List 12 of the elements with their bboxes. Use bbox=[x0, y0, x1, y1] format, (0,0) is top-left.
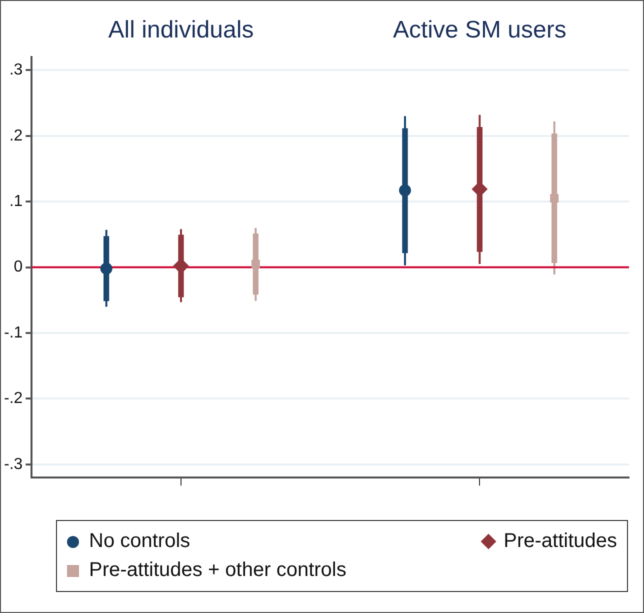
y-tick-label: .3 bbox=[9, 62, 23, 79]
legend-label: Pre-attitudes bbox=[504, 530, 617, 553]
y-tick-label: -.3 bbox=[4, 456, 23, 473]
y-tick-label: .2 bbox=[9, 127, 23, 144]
legend-label: No controls bbox=[89, 530, 190, 553]
x-tick-label: All individuals bbox=[108, 16, 254, 44]
legend-label: Pre-attitudes + other controls bbox=[89, 559, 346, 582]
y-tick-label: -.2 bbox=[4, 390, 23, 408]
x-tick-label: Active SM users bbox=[392, 16, 566, 44]
y-tick-label: 0 bbox=[14, 258, 23, 276]
y-tick-label: .1 bbox=[9, 192, 23, 210]
y-tick-label: -.1 bbox=[4, 324, 23, 342]
